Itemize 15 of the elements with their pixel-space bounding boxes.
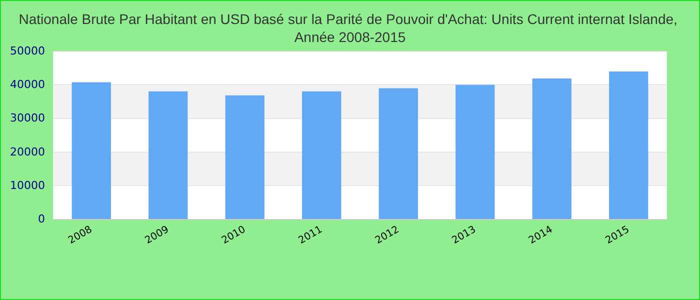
bar (225, 95, 264, 219)
y-tick-label: 30000 (10, 112, 45, 125)
chart-title: Nationale Brute Par Habitant en USD basé sur la Parité de Pouvoir d'Achat: Units Current internat Islande, Année 2008-2015 (18, 11, 682, 45)
y-tick-label: 10000 (10, 178, 45, 192)
y-tick-label: 20000 (10, 145, 45, 158)
bar (148, 91, 188, 219)
bar (609, 71, 648, 219)
y-tick-label: 0 (38, 212, 45, 226)
bar (378, 88, 418, 219)
bar (456, 84, 495, 219)
bar (532, 78, 572, 219)
y-tick-label: 50000 (10, 44, 45, 58)
bar (72, 82, 111, 219)
y-tick-label: 40000 (10, 78, 45, 92)
bar (302, 91, 342, 219)
